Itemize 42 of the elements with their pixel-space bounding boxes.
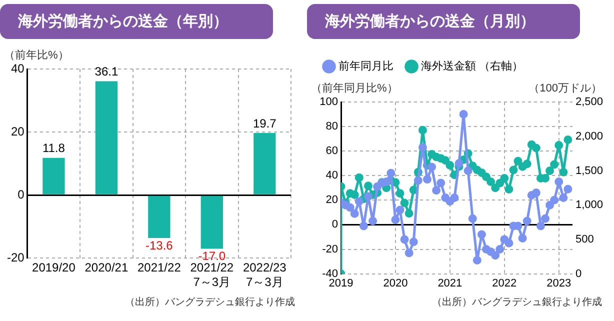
y2-tick-label: 2,500	[575, 96, 604, 108]
x-tick-label: 2022	[492, 277, 517, 290]
y2-tick-label: 500	[575, 233, 594, 246]
text: （出所）バングラデシュ銀行より作成	[431, 296, 603, 309]
x-tick-label: 2020/21	[84, 260, 128, 275]
chart-title: 海外労働者からの送金（月別）	[307, 4, 580, 39]
y-tick-label: -20	[7, 250, 25, 265]
y-tick-label: 20	[326, 194, 338, 206]
x-tick-label: 2022/23 7～3月	[242, 260, 287, 290]
data-label: -17.0	[198, 249, 226, 264]
y2-tick-label: 1,000	[575, 199, 604, 212]
y-tick-label: 40	[10, 61, 25, 76]
text: （出所）バングラデシュ銀行より作成	[124, 296, 296, 309]
x-tick-label: 2019	[328, 277, 354, 290]
y-tick-label: 100	[320, 96, 338, 108]
data-label: -13.6	[145, 238, 174, 252]
data-label: 19.7	[252, 116, 277, 130]
x-tick-label: 2023	[546, 277, 572, 290]
legend-label: 前年同月比	[338, 60, 394, 73]
y-tick-label: 0	[18, 187, 25, 202]
y2-tick-label: 0	[575, 268, 582, 280]
y2-axis-title: （100万ドル）	[528, 82, 602, 95]
y-tick-label: 20	[10, 124, 25, 138]
x-tick-label: 2021	[438, 277, 462, 290]
y-tick-label: 0	[332, 218, 338, 231]
y-tick-label: -40	[322, 268, 338, 280]
x-tick-label: 2020	[383, 277, 408, 290]
data-label: 11.8	[42, 141, 66, 156]
x-tick-label: 2021/22 7～3月	[190, 260, 234, 290]
y2-tick-label: 1,500	[575, 164, 604, 177]
y2-tick-label: 2,000	[575, 130, 604, 142]
x-tick-label: 2021/22	[137, 260, 182, 275]
y-axis-title: （前年比%）	[4, 48, 69, 62]
legend-label: 海外送金額 （右軸）	[421, 60, 524, 73]
y-tick-label: 80	[326, 120, 338, 133]
y-tick-label: 60	[326, 145, 338, 158]
y-tick-label: -20	[322, 243, 338, 256]
chart-title: 海外労働者からの送金（年別）	[0, 4, 273, 39]
x-tick-label: 2019/20	[32, 260, 76, 275]
y-axis-title: （前年同月比%）	[311, 82, 398, 95]
data-label: 36.1	[94, 64, 118, 79]
y-tick-label: 40	[326, 170, 338, 182]
